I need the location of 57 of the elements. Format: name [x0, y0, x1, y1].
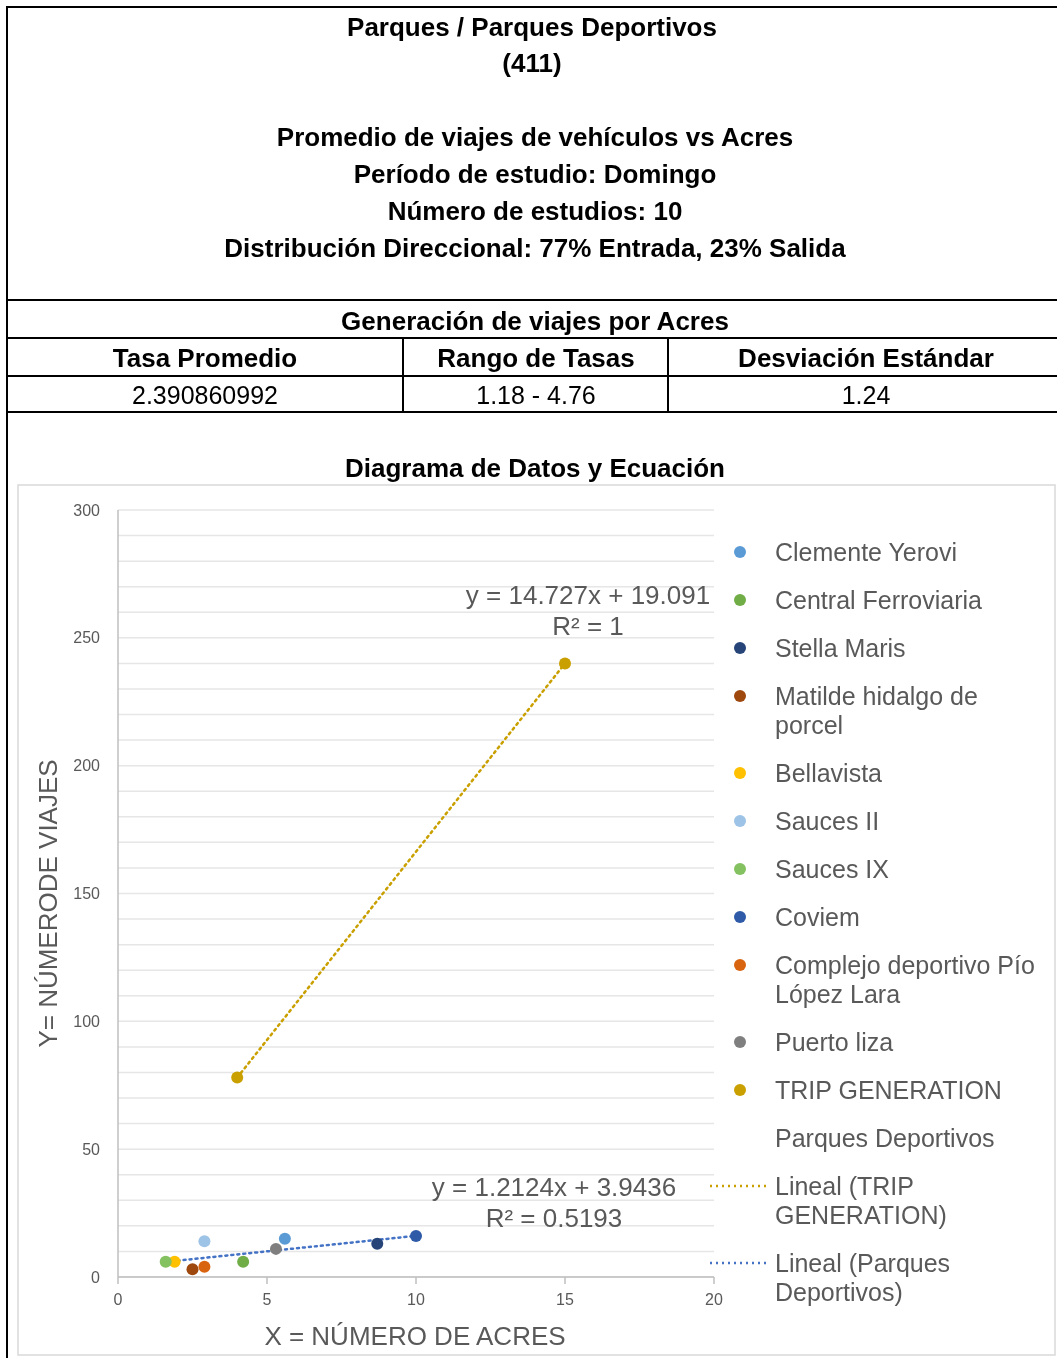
point [559, 657, 571, 670]
point [269, 1242, 282, 1255]
point [278, 1232, 291, 1245]
annotation: y = 1.2124x + 3.9436 [431, 1172, 677, 1202]
text: 1.18 - 4.76 [476, 381, 596, 409]
x-tick-label: 20 [705, 1291, 723, 1308]
legend-label: Central Ferroviaria [775, 586, 983, 614]
legend-label: Coviem [775, 903, 860, 931]
point [198, 1260, 211, 1273]
text: Rango de Tasas [437, 343, 635, 373]
legend-label: Lineal (Parques Deportivos) [775, 1249, 951, 1306]
y-tick-label: 300 [73, 501, 101, 519]
y-tick-label: 100 [73, 1012, 101, 1030]
x-tick-label: 0 [113, 1291, 123, 1308]
text: Tasa Promedio [112, 343, 298, 373]
point [198, 1235, 211, 1248]
legend-label: Sauces II [775, 807, 880, 835]
text: Generación de viajes por Acres [341, 306, 729, 336]
legend-label: Lineal (TRIP GENERATION) [775, 1172, 947, 1229]
legend-label: Puerto liza [775, 1028, 894, 1056]
text: Promedio de viajes de vehículos vs Acres [276, 122, 794, 152]
legend-label: Matilde hidalgo de porcel [775, 682, 978, 739]
y-tick-label: 200 [73, 757, 101, 775]
text: Número de estudios: 10 [387, 196, 683, 226]
annotation: R² = 0.5193 [485, 1203, 623, 1233]
annotation: R² = 1 [552, 611, 624, 641]
text: 2.390860992 [132, 381, 278, 409]
legend-label: Bellavista [775, 759, 883, 787]
legend-label: Clemente Yerovi [775, 538, 958, 566]
point [186, 1263, 199, 1276]
y-tick-label: 150 [73, 885, 101, 902]
point [159, 1255, 172, 1268]
text: Desviación Estándar [738, 343, 994, 373]
text: Parques Deportivos [775, 1124, 995, 1152]
text: 1.24 [841, 381, 891, 409]
text: (411) [502, 48, 562, 78]
x-tick-label: 15 [556, 1291, 574, 1308]
annotation: y = 14.727x + 19.091 [465, 580, 711, 610]
text: Período de estudio: Domingo [353, 159, 717, 189]
point [231, 1071, 244, 1084]
text: Parques / Parques Deportivos [347, 12, 717, 42]
legend-label: TRIP GENERATION [775, 1076, 1002, 1104]
point [410, 1230, 422, 1243]
y-axis-title: Y= NÚMERODE VIAJES [33, 759, 63, 1048]
x-axis-title: X = NÚMERO DE ACRES [264, 1321, 566, 1351]
chart-title: Diagrama de Datos y Ecuación [344, 453, 726, 483]
x-tick-label: 10 [407, 1291, 425, 1308]
legend-label: Stella Maris [775, 634, 906, 662]
y-tick-label: 250 [73, 629, 101, 647]
x-tick-label: 5 [262, 1291, 272, 1308]
legend-label: Sauces IX [775, 855, 890, 883]
point [237, 1255, 250, 1268]
text: Distribución Direccional: 77% Entrada, 23% Salida [224, 233, 847, 263]
y-tick-label: 50 [82, 1140, 101, 1158]
y-tick-label: 0 [91, 1268, 101, 1286]
legend-label: Complejo deportivo Pío López Lara [775, 951, 1035, 1008]
point [371, 1237, 384, 1250]
